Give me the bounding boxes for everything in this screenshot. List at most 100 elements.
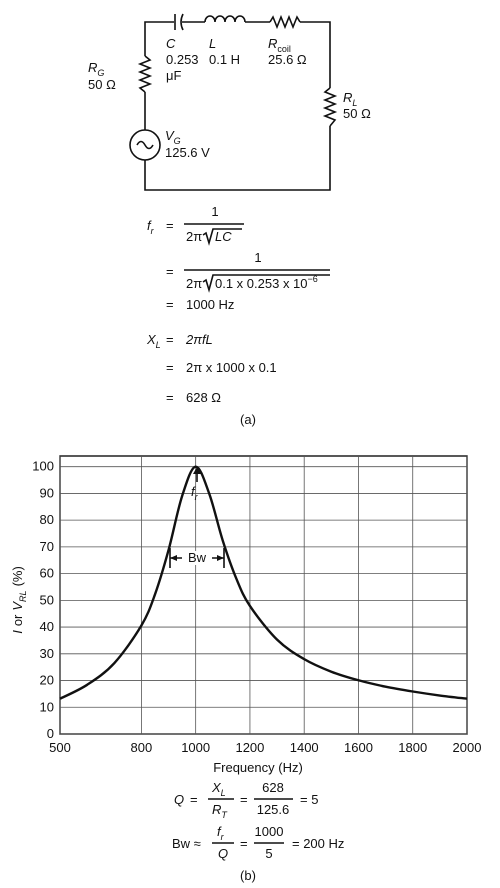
symbol: V bbox=[165, 128, 175, 143]
y-tick-label: 10 bbox=[40, 699, 54, 714]
label: Rcoil bbox=[268, 36, 291, 54]
subscript: T bbox=[221, 810, 228, 820]
y-tick-label: 20 bbox=[40, 673, 54, 688]
subscript: G bbox=[97, 68, 104, 78]
symbol: f bbox=[147, 218, 152, 233]
symbol: L bbox=[209, 36, 216, 51]
y-tick-label: 50 bbox=[40, 592, 54, 607]
resistor bbox=[322, 87, 338, 127]
numerator: 628 bbox=[262, 780, 284, 795]
symbol: R bbox=[268, 36, 277, 51]
subscript: RL bbox=[18, 590, 28, 602]
value: 25.6 Ω bbox=[268, 52, 307, 67]
value: 0.1 H bbox=[209, 52, 240, 67]
numerator: fr bbox=[217, 824, 225, 842]
lhs: XL bbox=[146, 332, 161, 350]
value: 1000 Hz bbox=[186, 297, 234, 312]
value: 125.6 V bbox=[165, 145, 210, 160]
result: = 200 Hz bbox=[292, 836, 344, 851]
subscript: r bbox=[221, 832, 225, 842]
y-tick-label: 0 bbox=[47, 726, 54, 741]
circuit: RG 50 Ω C 0.253 μF L 0.1 H Rcoil 25.6 Ω … bbox=[88, 13, 371, 191]
lhs: fr bbox=[147, 218, 155, 236]
x-tick-label: 1600 bbox=[344, 740, 373, 755]
y-tick-label: 60 bbox=[40, 566, 54, 581]
denominator: Q bbox=[218, 846, 228, 861]
numerator: 1000 bbox=[255, 824, 284, 839]
x-axis-label: Frequency (Hz) bbox=[213, 760, 303, 775]
curve bbox=[59, 465, 468, 700]
symbol: f bbox=[191, 484, 196, 499]
caption: (a) bbox=[240, 412, 256, 427]
denominator: RT bbox=[212, 802, 228, 820]
value: 0.253 bbox=[166, 52, 199, 67]
y-tick-label: 100 bbox=[32, 459, 54, 474]
symbol: X bbox=[211, 780, 222, 795]
symbol: I bbox=[10, 630, 25, 634]
y-tick-label: 90 bbox=[40, 485, 54, 500]
plot-frame bbox=[59, 455, 468, 735]
y-tick-label: 40 bbox=[40, 619, 54, 634]
symbol: R bbox=[88, 60, 97, 75]
equals: = bbox=[166, 360, 174, 375]
equals: = bbox=[190, 792, 198, 807]
y-tick-label: 80 bbox=[40, 512, 54, 527]
subscript: r bbox=[151, 226, 155, 236]
wire bbox=[144, 21, 331, 191]
formula: 2πfL bbox=[185, 332, 213, 347]
x-tick-label: 1800 bbox=[398, 740, 427, 755]
equals: = bbox=[166, 264, 174, 279]
radical bbox=[202, 274, 330, 293]
word: or bbox=[10, 614, 25, 626]
lhs: Bw ≈ bbox=[172, 836, 201, 851]
y-axis-label: Ior VRL (%) bbox=[10, 566, 28, 634]
subscript: L bbox=[221, 788, 226, 798]
label: RL bbox=[343, 90, 357, 108]
symbol: V bbox=[10, 601, 25, 611]
label: RG bbox=[88, 60, 104, 78]
symbol: X bbox=[146, 332, 157, 347]
x-tick-label: 800 bbox=[131, 740, 153, 755]
symbol: C bbox=[166, 36, 176, 51]
equals: = bbox=[166, 390, 174, 405]
radicand: 0.1 x 0.253 x 10−6 bbox=[215, 274, 318, 291]
y-tick-label: 30 bbox=[40, 646, 54, 661]
result: = 5 bbox=[300, 792, 318, 807]
numerator: 1 bbox=[254, 250, 261, 265]
subscript: coil bbox=[277, 44, 291, 54]
caption: (b) bbox=[240, 868, 256, 883]
x-tick-label: 1400 bbox=[290, 740, 319, 755]
value: 50 Ω bbox=[88, 77, 116, 92]
value: 628 Ω bbox=[186, 390, 221, 405]
unit: μF bbox=[166, 68, 181, 83]
subscript: G bbox=[174, 136, 181, 146]
label-background bbox=[182, 551, 212, 565]
plot: 0 10 20 30 40 50 60 70 80 90 100 500 800 1000 1200 1400… bbox=[32, 455, 481, 755]
equals: = bbox=[240, 836, 248, 851]
subscript: L bbox=[352, 98, 357, 108]
denominator: 125.6 bbox=[257, 802, 290, 817]
equals: = bbox=[166, 218, 174, 233]
annotation: fr bbox=[191, 484, 199, 502]
x-tick-label: 1000 bbox=[181, 740, 210, 755]
y-tick-label: 70 bbox=[40, 539, 54, 554]
symbol: f bbox=[217, 824, 222, 839]
equals: = bbox=[166, 297, 174, 312]
resistor bbox=[269, 14, 301, 30]
exponent: −6 bbox=[308, 274, 318, 284]
resistor bbox=[137, 55, 153, 93]
denominator: 2π bbox=[186, 276, 202, 291]
equations: fr = 1 2π LC = 1 2π 0.1 x 0.253 x 10−6 =… bbox=[146, 204, 344, 883]
unit: (%) bbox=[10, 566, 25, 586]
label: VG bbox=[165, 128, 181, 146]
symbol: Q bbox=[174, 792, 184, 807]
inductor bbox=[204, 15, 246, 23]
arrowhead bbox=[193, 467, 201, 474]
annotation: Bw bbox=[188, 550, 207, 565]
radical bbox=[202, 228, 242, 246]
numerator: XL bbox=[211, 780, 226, 798]
numerator: 1 bbox=[211, 204, 218, 219]
x-tick-label: 1200 bbox=[235, 740, 264, 755]
denominator: 5 bbox=[265, 846, 272, 861]
